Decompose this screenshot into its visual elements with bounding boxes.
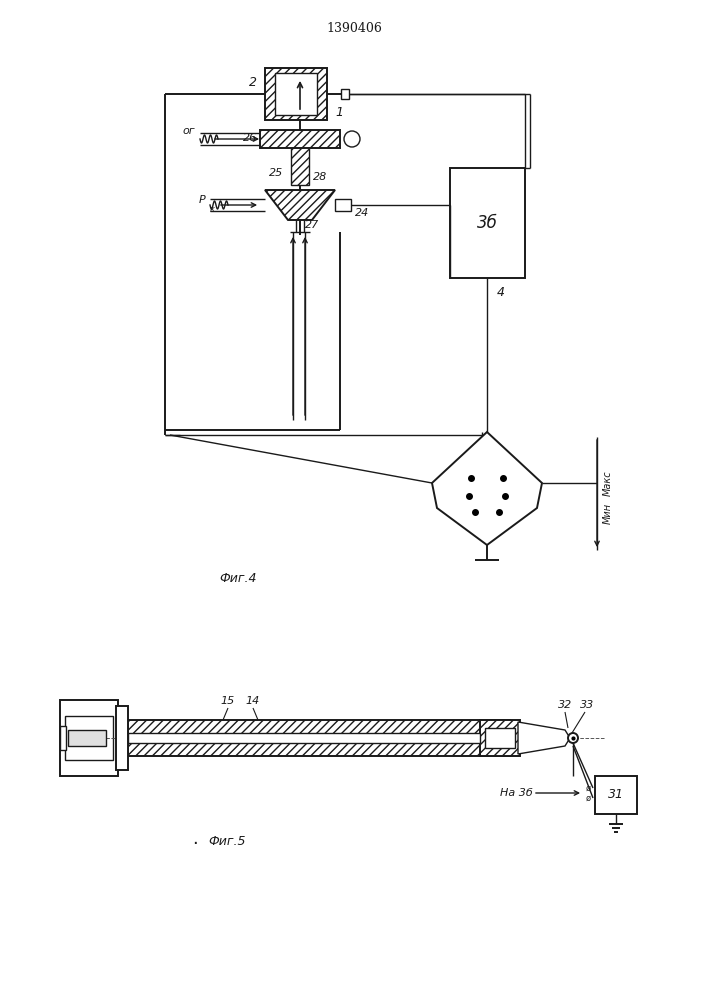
Bar [128,720,510,756]
Circle shape [568,733,578,743]
Bar [65,716,113,760]
Circle shape [344,131,360,147]
Text: 15: 15 [221,696,235,706]
Polygon shape [265,190,335,220]
Bar [275,73,317,115]
Text: ø: ø [586,794,591,802]
Bar [291,130,309,185]
Text: ø: ø [586,784,591,792]
Text: 32: 32 [558,700,572,710]
Bar [485,728,515,748]
Text: 1390406: 1390406 [326,22,382,35]
Text: Фиг.5: Фиг.5 [208,835,245,848]
Bar [60,726,66,750]
Text: Фиг.4: Фиг.4 [219,572,257,585]
Text: 28: 28 [313,172,327,182]
Text: к: к [209,206,214,215]
Text: Мин: Мин [603,502,613,524]
Text: 2: 2 [249,76,257,89]
Polygon shape [518,722,570,754]
Bar [128,733,480,743]
Bar [335,199,351,211]
Text: Р: Р [198,195,205,205]
Text: ·: · [192,835,198,853]
Bar [68,730,106,746]
Text: 4: 4 [497,286,505,300]
Text: 26: 26 [243,133,257,143]
Text: 31: 31 [608,788,624,802]
Bar [595,776,637,814]
Text: Макс: Макс [603,470,613,496]
Polygon shape [432,432,542,545]
Text: 14: 14 [246,696,260,706]
Bar [341,89,349,99]
Text: ог: ог [182,126,195,136]
Text: 3б: 3б [477,214,498,232]
Text: 33: 33 [580,700,594,710]
Text: 27: 27 [305,220,320,230]
Bar [265,68,327,120]
Bar [260,130,340,148]
Bar [116,706,128,770]
Bar [480,720,520,756]
Bar [60,700,118,776]
Text: 24: 24 [355,208,369,218]
Text: 1: 1 [335,106,343,119]
Text: 25: 25 [269,168,283,178]
Text: На 3б: На 3б [501,788,533,798]
Bar [450,168,525,278]
